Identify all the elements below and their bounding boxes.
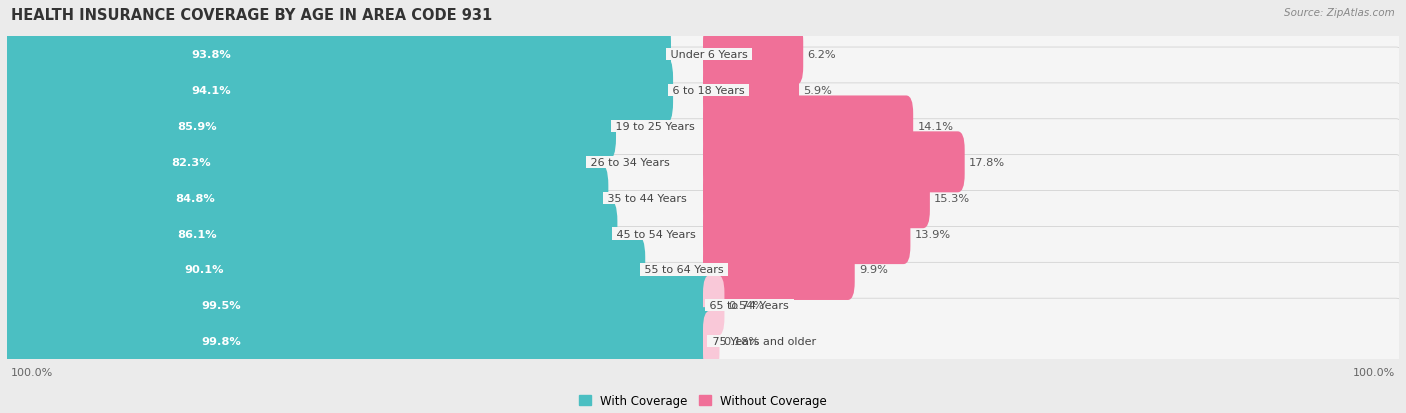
Text: 93.8%: 93.8%	[191, 50, 231, 60]
FancyBboxPatch shape	[0, 299, 1406, 385]
FancyBboxPatch shape	[1, 236, 645, 304]
FancyBboxPatch shape	[1, 93, 616, 161]
FancyBboxPatch shape	[703, 168, 929, 229]
Text: 86.1%: 86.1%	[177, 229, 218, 239]
Text: Under 6 Years: Under 6 Years	[666, 50, 751, 60]
FancyBboxPatch shape	[0, 48, 1406, 134]
FancyBboxPatch shape	[1, 272, 710, 339]
FancyBboxPatch shape	[703, 25, 803, 85]
FancyBboxPatch shape	[1, 307, 713, 375]
Text: 90.1%: 90.1%	[184, 265, 224, 275]
Text: 99.5%: 99.5%	[201, 301, 240, 311]
FancyBboxPatch shape	[0, 227, 1406, 313]
Text: 99.8%: 99.8%	[201, 337, 242, 347]
Legend: With Coverage, Without Coverage: With Coverage, Without Coverage	[579, 394, 827, 407]
Text: 5.9%: 5.9%	[803, 86, 832, 96]
Text: 100.0%: 100.0%	[11, 368, 53, 377]
FancyBboxPatch shape	[0, 155, 1406, 241]
FancyBboxPatch shape	[703, 132, 965, 193]
FancyBboxPatch shape	[703, 204, 911, 264]
Text: Source: ZipAtlas.com: Source: ZipAtlas.com	[1284, 8, 1395, 18]
FancyBboxPatch shape	[0, 191, 1406, 277]
FancyBboxPatch shape	[0, 84, 1406, 170]
Text: 14.1%: 14.1%	[917, 122, 953, 132]
Text: HEALTH INSURANCE COVERAGE BY AGE IN AREA CODE 931: HEALTH INSURANCE COVERAGE BY AGE IN AREA…	[11, 8, 492, 23]
FancyBboxPatch shape	[1, 200, 617, 268]
Text: 26 to 34 Years: 26 to 34 Years	[586, 157, 673, 167]
Text: 0.18%: 0.18%	[724, 337, 759, 347]
Text: 82.3%: 82.3%	[172, 157, 211, 167]
Text: 85.9%: 85.9%	[177, 122, 217, 132]
FancyBboxPatch shape	[703, 311, 720, 372]
Text: 45 to 54 Years: 45 to 54 Years	[613, 229, 699, 239]
FancyBboxPatch shape	[703, 60, 799, 121]
Text: 84.8%: 84.8%	[176, 193, 215, 203]
Text: 65 to 74 Years: 65 to 74 Years	[706, 301, 793, 311]
Text: 13.9%: 13.9%	[914, 229, 950, 239]
Text: 94.1%: 94.1%	[191, 86, 231, 96]
Text: 75 Years and older: 75 Years and older	[709, 337, 820, 347]
FancyBboxPatch shape	[703, 240, 855, 300]
Text: 6.2%: 6.2%	[807, 50, 837, 60]
Text: 17.8%: 17.8%	[969, 157, 1005, 167]
Text: 35 to 44 Years: 35 to 44 Years	[605, 193, 690, 203]
FancyBboxPatch shape	[1, 21, 671, 89]
FancyBboxPatch shape	[703, 275, 724, 336]
FancyBboxPatch shape	[1, 57, 673, 125]
Text: 9.9%: 9.9%	[859, 265, 887, 275]
FancyBboxPatch shape	[0, 119, 1406, 205]
FancyBboxPatch shape	[1, 128, 591, 197]
Text: 6 to 18 Years: 6 to 18 Years	[669, 86, 748, 96]
Text: 15.3%: 15.3%	[934, 193, 970, 203]
FancyBboxPatch shape	[1, 164, 609, 232]
FancyBboxPatch shape	[703, 96, 912, 157]
Text: 19 to 25 Years: 19 to 25 Years	[612, 122, 697, 132]
FancyBboxPatch shape	[0, 263, 1406, 349]
FancyBboxPatch shape	[0, 12, 1406, 98]
Text: 100.0%: 100.0%	[1353, 368, 1395, 377]
Text: 0.54%: 0.54%	[728, 301, 765, 311]
Text: 55 to 64 Years: 55 to 64 Years	[641, 265, 727, 275]
